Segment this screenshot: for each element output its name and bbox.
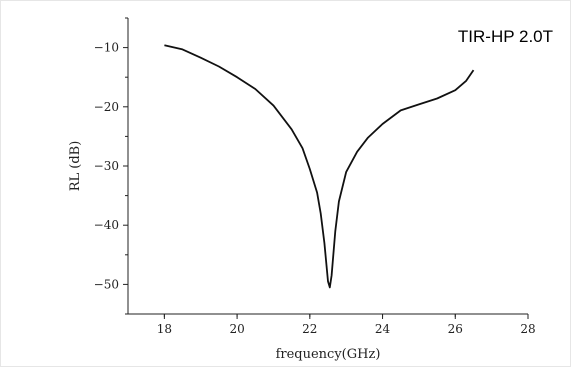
chart-annotation: TIR-HP 2.0T bbox=[458, 27, 553, 46]
axes bbox=[127, 18, 528, 315]
x-tick-label: 26 bbox=[448, 322, 463, 336]
series-layer bbox=[164, 44, 475, 289]
ticks: 18 20 22 24 26 28 −10 −20 −30 −40 −50 bbox=[94, 17, 536, 336]
series-line bbox=[164, 44, 475, 289]
x-tick-label: 20 bbox=[229, 322, 244, 336]
y-tick-label: −50 bbox=[94, 277, 119, 291]
x-tick-label: 22 bbox=[302, 322, 317, 336]
x-tick-label: 18 bbox=[157, 322, 172, 336]
y-tick-label: −40 bbox=[94, 218, 119, 232]
y-tick-label: −20 bbox=[94, 100, 119, 114]
y-axis-label: RL (dB) bbox=[68, 141, 83, 192]
x-tick-label: 24 bbox=[375, 322, 391, 336]
y-tick-label: −30 bbox=[94, 159, 119, 173]
y-tick-label: −10 bbox=[94, 41, 119, 55]
x-tick-label: 28 bbox=[520, 322, 535, 336]
x-axis-label: frequency(GHz) bbox=[276, 347, 381, 362]
